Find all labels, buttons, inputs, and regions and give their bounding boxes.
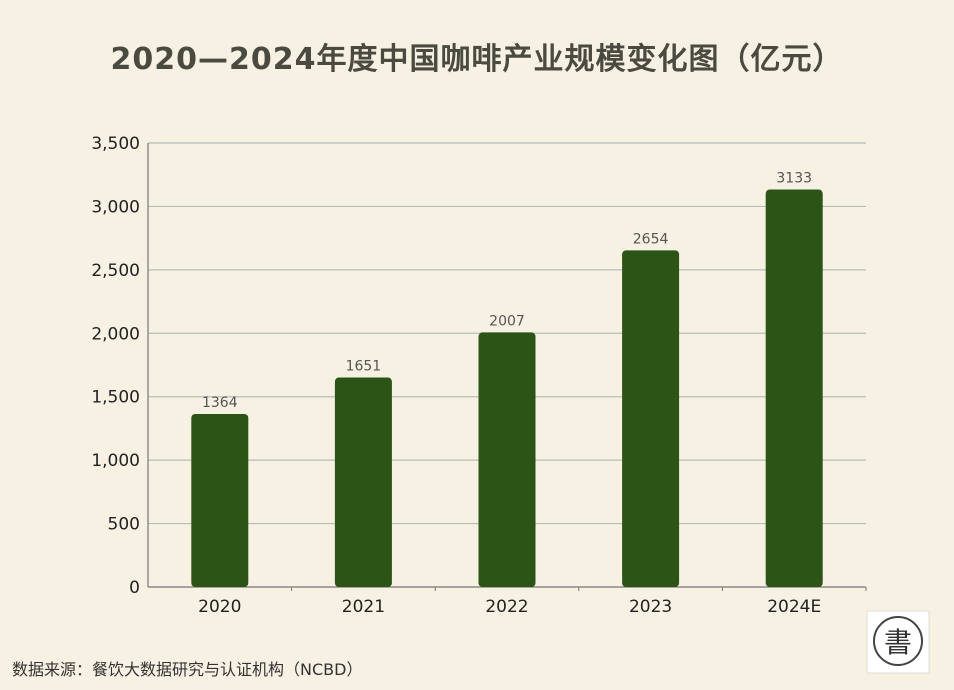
bar-2021 bbox=[334, 377, 392, 587]
seal-logo: 書 bbox=[866, 610, 930, 674]
data-label-2022: 2007 bbox=[489, 313, 525, 329]
x-tick-label: 2023 bbox=[629, 597, 672, 617]
bar-2022 bbox=[478, 332, 536, 587]
bar-2020 bbox=[191, 413, 249, 587]
y-tick-label: 0 bbox=[129, 578, 140, 598]
y-axis: 0 500 1,000 1,500 2,000 2,500 3,000 3,500 bbox=[91, 134, 149, 598]
x-tick-label: 2024E bbox=[767, 597, 821, 617]
chart-title: 2020—2024年度中国咖啡产业规模变化图（亿元） bbox=[110, 42, 844, 77]
y-tick-label: 2,500 bbox=[91, 261, 140, 281]
y-tick-label: 2,000 bbox=[91, 324, 140, 344]
data-label-2023: 2654 bbox=[633, 231, 669, 247]
data-label-2020: 1364 bbox=[202, 395, 238, 411]
data-labels: 1364 1651 2007 2654 3133 bbox=[202, 171, 812, 411]
y-tick-label: 3,500 bbox=[91, 134, 140, 154]
y-tick-label: 500 bbox=[108, 515, 140, 535]
bar-2024E bbox=[765, 189, 823, 587]
data-label-2024E: 3133 bbox=[776, 171, 812, 187]
data-source-note: 数据来源：餐饮大数据研究与认证机构（NCBD） bbox=[12, 660, 363, 679]
y-tick-label: 3,000 bbox=[91, 197, 140, 217]
x-tick-label: 2022 bbox=[485, 597, 528, 617]
data-label-2021: 1651 bbox=[346, 359, 382, 375]
svg-text:書: 書 bbox=[884, 626, 912, 659]
x-axis: 2020 2021 2022 2023 2024E bbox=[148, 586, 867, 617]
x-tick-label: 2020 bbox=[198, 597, 241, 617]
y-tick-label: 1,500 bbox=[91, 388, 140, 408]
y-tick-label: 1,000 bbox=[91, 451, 140, 471]
bar-2023 bbox=[622, 250, 680, 587]
bars bbox=[191, 189, 823, 587]
x-tick-label: 2021 bbox=[342, 597, 385, 617]
